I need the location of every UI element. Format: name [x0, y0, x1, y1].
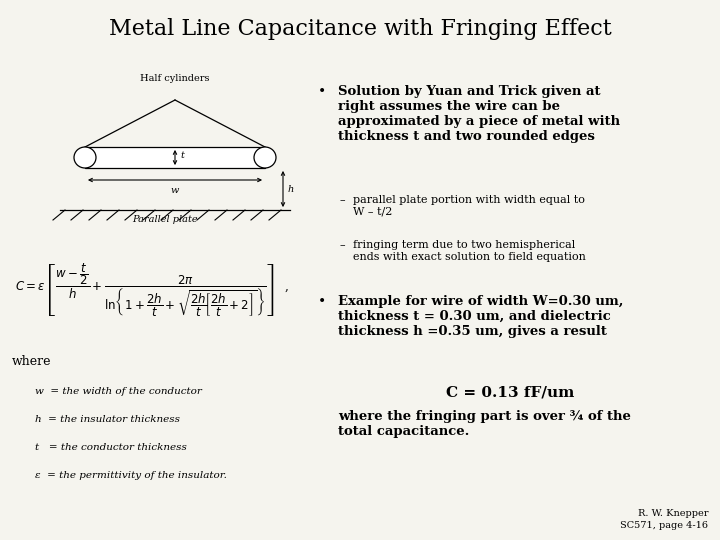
Text: h: h: [288, 185, 294, 193]
Text: C = 0.13 fF/um: C = 0.13 fF/um: [446, 385, 574, 399]
Text: –: –: [340, 240, 346, 250]
Text: ε  = the permittivity of the insulator.: ε = the permittivity of the insulator.: [35, 471, 227, 480]
Text: $C = \varepsilon \left[ \dfrac{w - \dfrac{t}{2}}{h} + \dfrac{2\pi}{\ln\!\left\{1: $C = \varepsilon \left[ \dfrac{w - \dfra…: [15, 261, 289, 319]
Ellipse shape: [254, 147, 276, 168]
Text: Solution by Yuan and Trick given at
right assumes the wire can be
approximated b: Solution by Yuan and Trick given at righ…: [338, 85, 620, 143]
Text: w: w: [171, 186, 179, 195]
Text: where the fringing part is over ¾ of the
total capacitance.: where the fringing part is over ¾ of the…: [338, 410, 631, 438]
Text: where: where: [12, 355, 52, 368]
Text: w  = the width of the conductor: w = the width of the conductor: [35, 387, 202, 396]
Text: Parallel plate: Parallel plate: [132, 215, 198, 224]
Text: fringing term due to two hemispherical
ends with exact solution to field equatio: fringing term due to two hemispherical e…: [353, 240, 586, 261]
Ellipse shape: [74, 147, 96, 168]
Text: –: –: [340, 195, 346, 205]
Text: t: t: [180, 151, 184, 160]
Text: SC571, page 4-16: SC571, page 4-16: [620, 521, 708, 530]
Text: R. W. Knepper: R. W. Knepper: [637, 509, 708, 518]
Text: Metal Line Capacitance with Fringing Effect: Metal Line Capacitance with Fringing Eff…: [109, 18, 611, 40]
Text: •: •: [318, 295, 326, 309]
Text: h  = the insulator thickness: h = the insulator thickness: [35, 415, 180, 424]
Bar: [85, 147, 265, 168]
Text: t   = the conductor thickness: t = the conductor thickness: [35, 443, 187, 452]
Text: parallel plate portion with width equal to
W – t/2: parallel plate portion with width equal …: [353, 195, 585, 217]
Text: •: •: [318, 85, 326, 99]
Text: Half cylinders: Half cylinders: [140, 74, 210, 83]
Text: Example for wire of width W=0.30 um,
thickness t = 0.30 um, and dielectric
thick: Example for wire of width W=0.30 um, thi…: [338, 295, 624, 338]
